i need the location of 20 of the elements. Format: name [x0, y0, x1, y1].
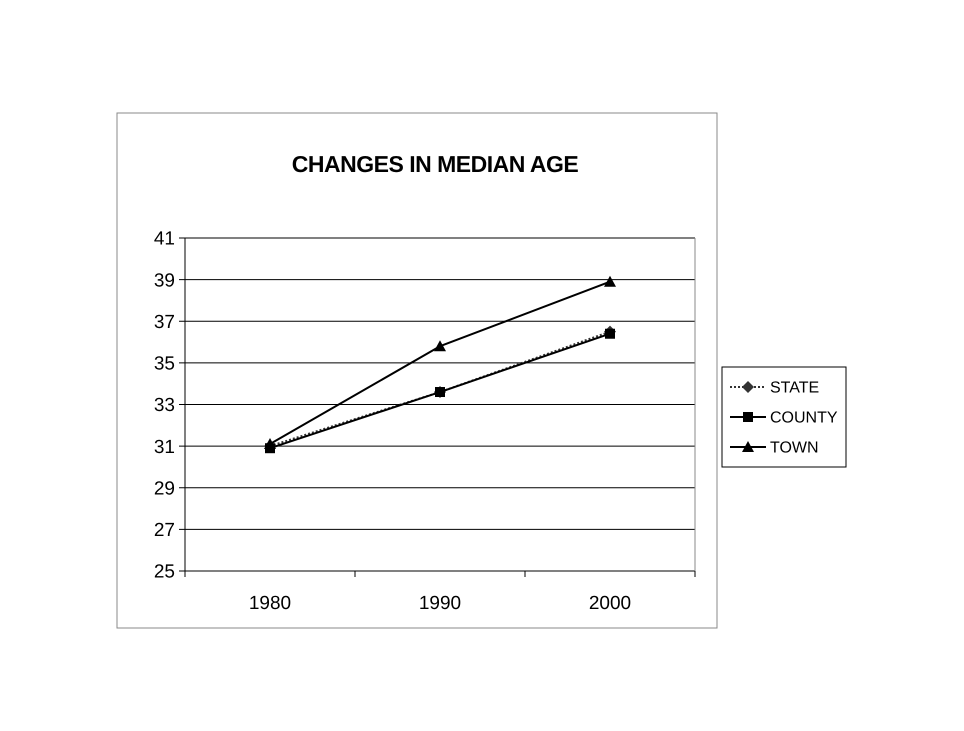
point [604, 276, 616, 287]
y-tick-label: 41 [154, 228, 175, 250]
y-tick-label: 35 [154, 354, 175, 375]
y-tick-label: 39 [154, 270, 175, 292]
point [434, 340, 446, 352]
y-tick-label: 37 [154, 312, 175, 333]
x-tick-label: 1980 [248, 593, 292, 614]
y-tick-label: 25 [154, 562, 175, 583]
point [264, 438, 276, 450]
y-tick-label: 27 [154, 520, 175, 542]
chart-title: CHANGES IN MEDIAN AGE [292, 151, 578, 177]
y-tick-label: 31 [154, 436, 175, 458]
x-tick-label: 1990 [418, 593, 462, 614]
y-tick-label: 29 [154, 478, 175, 500]
legend-label: STATE [770, 380, 820, 397]
x-tick-label: 2000 [588, 593, 632, 614]
legend-label: TOWN [770, 440, 819, 457]
point [605, 328, 615, 339]
legend-label: COUNTY [770, 410, 838, 427]
y-tick-label: 33 [154, 395, 175, 416]
